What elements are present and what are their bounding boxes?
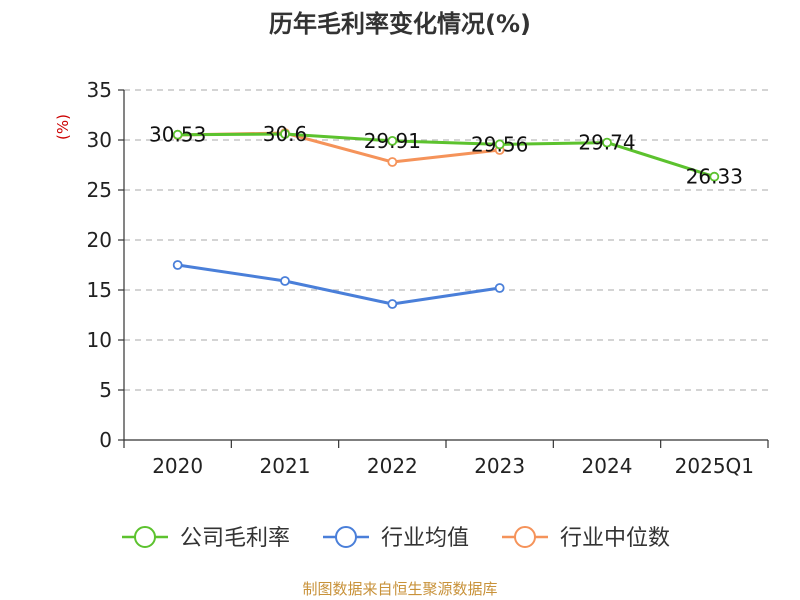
chart-title: 历年毛利率变化情况(%): [269, 10, 531, 38]
legend-label: 公司毛利率: [180, 526, 290, 551]
legend-label: 行业均值: [381, 526, 469, 551]
series-0: [172, 129, 720, 182]
data-point: [494, 283, 505, 293]
source-note: 制图数据来自恒生聚源数据库: [302, 580, 497, 598]
data-label: 29.56: [471, 132, 528, 156]
data-label: 30.53: [149, 123, 206, 147]
y-axis-label: (%): [54, 114, 72, 140]
series-line-0: [177, 132, 715, 179]
data-point: [280, 276, 290, 286]
x-tick-label-2020: 2020: [152, 454, 203, 478]
y-tick-label: 0: [99, 428, 112, 452]
data-point: [280, 129, 290, 139]
y-tick-label: 15: [87, 278, 112, 302]
legend-marker: [134, 526, 156, 548]
series-layer: [172, 128, 720, 309]
data-point: [387, 157, 398, 167]
data-point: [709, 171, 720, 182]
data-point: [387, 135, 398, 146]
y-tick-label: 10: [87, 328, 112, 352]
legend-item-0: 公司毛利率: [122, 526, 290, 551]
data-point: [172, 129, 183, 140]
data-point: [172, 260, 183, 270]
x-tick-label-2021: 2021: [260, 454, 311, 478]
data-point: [387, 299, 398, 309]
data-point: [494, 139, 505, 150]
legend-item-2: 行业中位数: [502, 526, 670, 551]
y-tick-label: 25: [87, 178, 112, 202]
series-1: [172, 260, 505, 309]
data-labels: 30.53 30.6 29.91 29.56 29.74 26.33: [149, 122, 743, 189]
y-tick-label: 35: [87, 78, 112, 102]
axes: 0 5 10 15 20 25 30 35 2020 2021 2022 2023 2024 2025Q1: [87, 78, 769, 478]
x-tick-label-2025Q1: 2025Q1: [675, 454, 754, 478]
legend: 公司毛利率 行业均值 行业中位数: [122, 526, 670, 551]
legend-label: 行业中位数: [560, 526, 670, 551]
x-tick-label-2024: 2024: [582, 454, 633, 478]
y-tick-label: 20: [87, 228, 112, 252]
data-point: [602, 137, 612, 148]
data-label: 30.6: [263, 122, 308, 146]
data-label: 29.91: [364, 129, 421, 153]
y-tick-label: 5: [99, 378, 112, 402]
y-tick-label: 30: [87, 128, 112, 152]
legend-marker: [335, 526, 357, 548]
grid-lines: [124, 89, 768, 391]
x-tick-label-2023: 2023: [474, 454, 525, 478]
data-label: 29.74: [578, 131, 635, 155]
legend-marker: [514, 526, 536, 548]
legend-item-1: 行业均值: [323, 526, 469, 551]
data-label: 26.33: [686, 165, 743, 189]
series-line-1: [177, 263, 500, 306]
x-tick-label-2022: 2022: [367, 454, 418, 478]
